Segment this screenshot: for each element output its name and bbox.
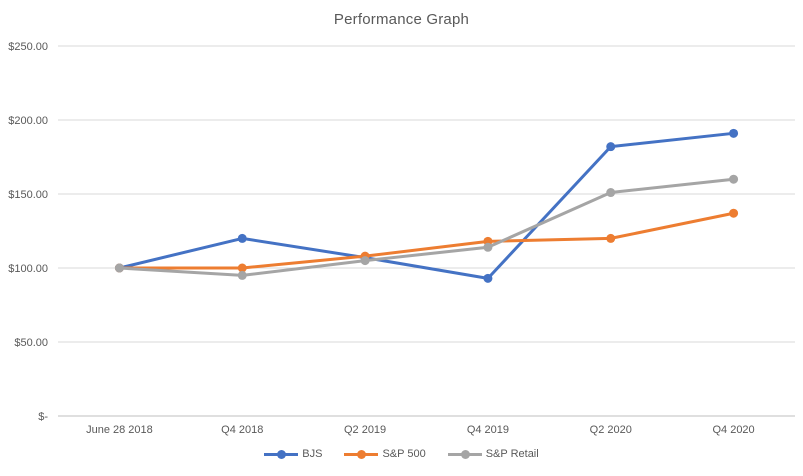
data-point-s-p-500-5[interactable] (729, 208, 739, 218)
legend-label: S&P 500 (382, 448, 426, 460)
data-point-s-p-retail-4[interactable] (606, 188, 616, 198)
y-tick-label: $100.00 (8, 263, 48, 275)
y-tick-label: $200.00 (8, 115, 48, 127)
series-line-s-p-retail[interactable] (117, 177, 736, 277)
legend-marker-icon (344, 449, 379, 459)
series-bjs (114, 128, 739, 283)
x-tick-label: Q2 2019 (344, 424, 386, 436)
chart-legend: BJS S&P 500 S&P Retail (0, 448, 803, 460)
series-s-p-500 (114, 208, 739, 273)
data-point-s-p-retail-1[interactable] (237, 270, 247, 280)
data-point-s-p-500-1[interactable] (237, 263, 247, 273)
data-point-s-p-retail-2[interactable] (360, 256, 370, 266)
legend-item-s-p-retail[interactable]: S&P Retail (447, 448, 539, 460)
x-tick-label: Q4 2019 (467, 424, 509, 436)
legend-marker-icon (264, 449, 299, 459)
data-point-bjs-3[interactable] (483, 273, 493, 283)
x-tick-label: Q2 2020 (590, 424, 632, 436)
chart-title: Performance Graph (333, 11, 470, 28)
series-s-p-retail (114, 174, 739, 280)
series-line-s-p-500[interactable] (117, 211, 736, 270)
y-tick-label: $150.00 (8, 189, 48, 201)
data-point-s-p-500-4[interactable] (606, 233, 616, 243)
y-tick-label: $- (38, 411, 48, 423)
legend-marker-icon (447, 449, 482, 459)
legend-label: BJS (302, 448, 323, 460)
data-point-bjs-1[interactable] (237, 233, 247, 243)
series-line-bjs[interactable] (117, 131, 736, 280)
x-tick-label: June 28 2018 (86, 424, 153, 436)
legend-item-bjs[interactable]: BJS (264, 448, 322, 460)
legend-label: S&P Retail (485, 448, 539, 460)
data-point-s-p-retail-3[interactable] (483, 242, 493, 252)
data-point-bjs-4[interactable] (606, 142, 616, 152)
x-tick-label: Q4 2018 (221, 424, 263, 436)
y-axis-labels: $250.00 $200.00 $150.00 $100.00 $50.00 $- (8, 41, 48, 423)
legend-item-s-p-500[interactable]: S&P 500 (344, 448, 426, 460)
gridlines (58, 45, 795, 417)
x-axis-labels: June 28 2018 Q4 2018 Q2 2019 Q4 2019 Q2 2020… (86, 424, 755, 436)
data-point-s-p-retail-0[interactable] (114, 263, 124, 273)
x-tick-label: Q4 2020 (712, 424, 754, 436)
data-point-s-p-retail-5[interactable] (729, 174, 739, 184)
data-point-bjs-5[interactable] (729, 128, 739, 138)
y-tick-label: $250.00 (8, 41, 48, 53)
y-tick-label: $50.00 (14, 337, 48, 349)
